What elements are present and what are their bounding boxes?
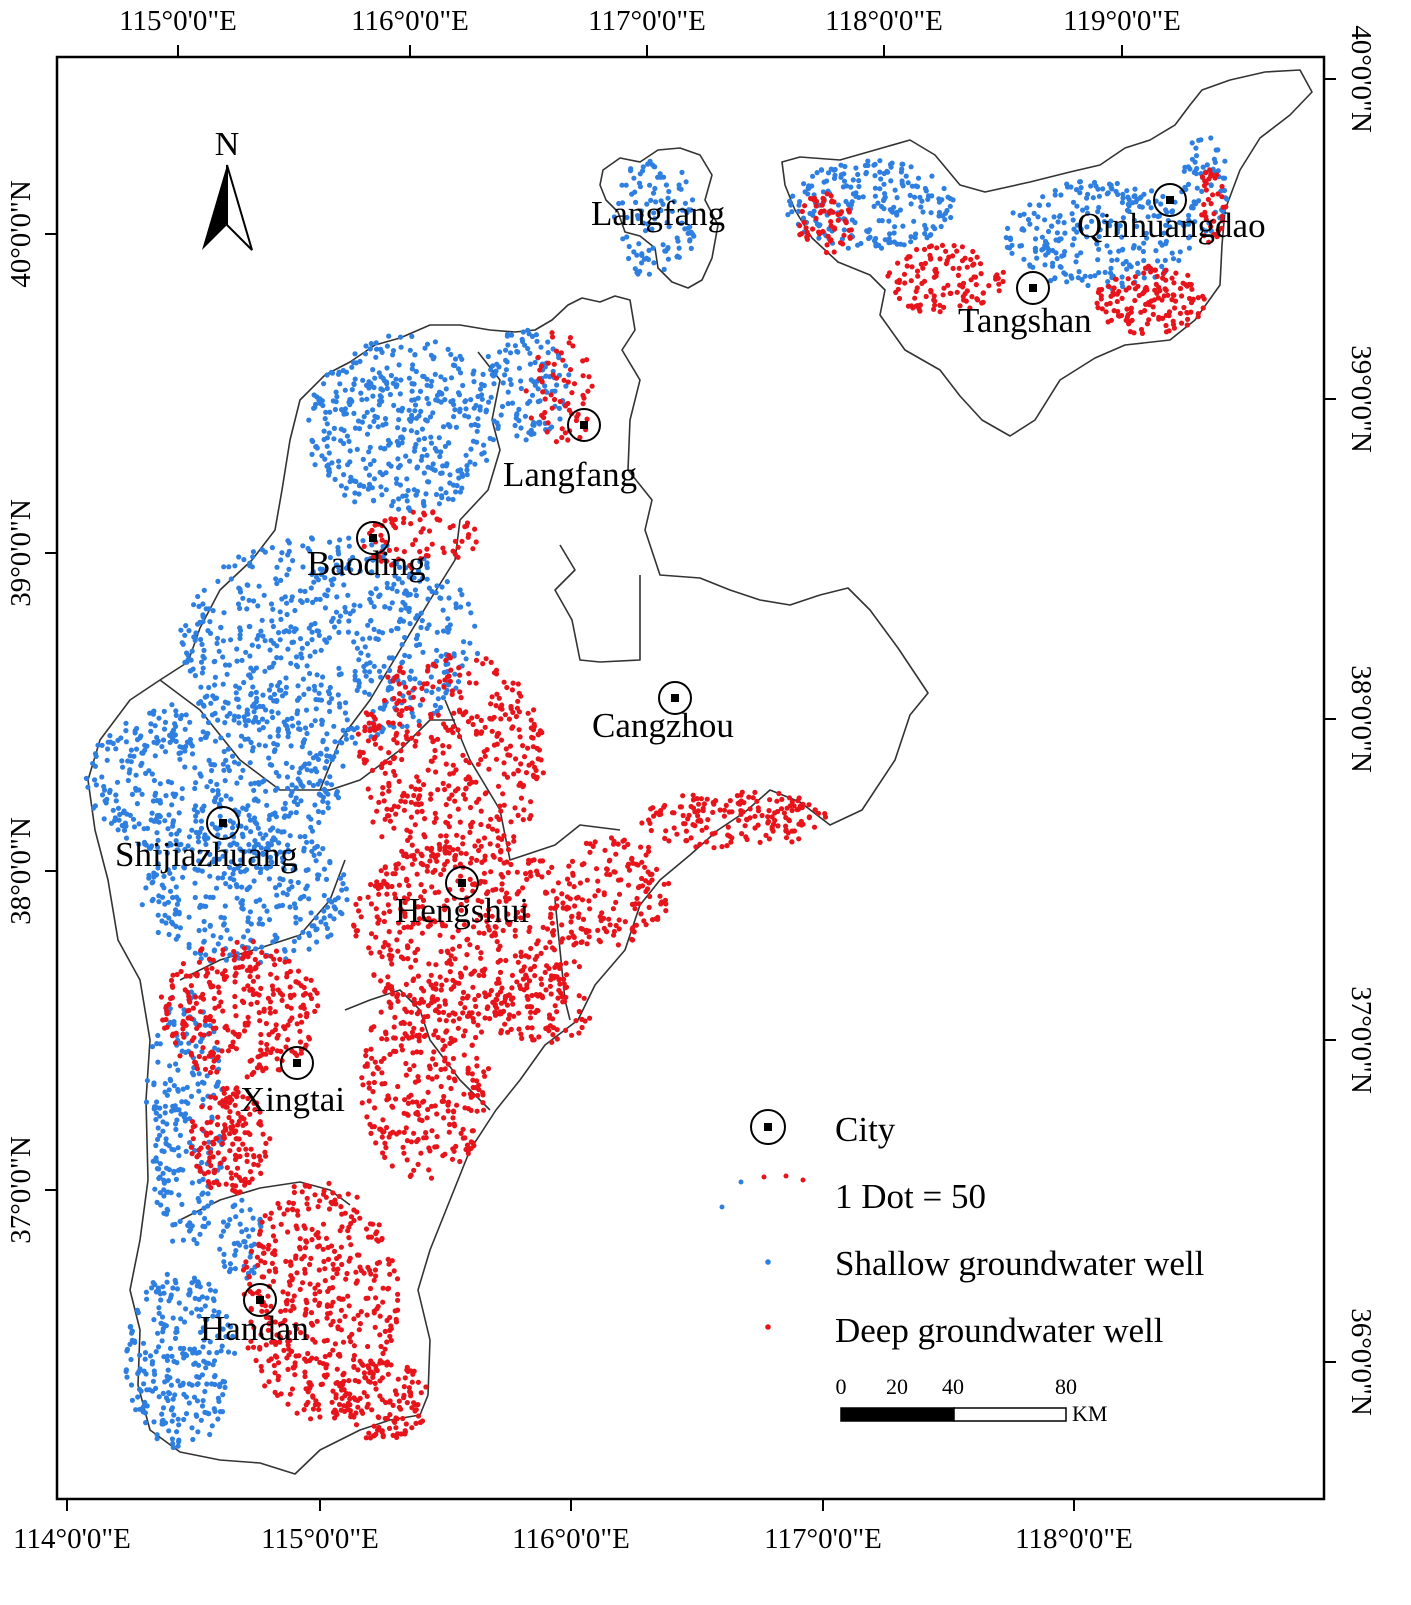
- legend-city-label: City: [835, 1110, 896, 1149]
- city-label-cangzhou: Cangzhou: [592, 706, 734, 745]
- top-lon-label-115: 115°0'0"E: [119, 5, 237, 37]
- north-arrow: N: [202, 126, 252, 250]
- right-lat-label-40: 40°0'0"N: [1345, 25, 1377, 133]
- city-label-xingtai: Xingtai: [240, 1080, 345, 1119]
- legend-city-symbol: [751, 1110, 785, 1144]
- marker-langfang: [568, 409, 600, 441]
- right-lat-label-38: 38°0'0"N: [1345, 665, 1377, 773]
- left-lat-label-39: 39°0'0"N: [5, 499, 37, 607]
- bottom-lon-label-114: 114°0'0"E: [13, 1523, 131, 1555]
- north-arrow-label: N: [215, 126, 240, 163]
- scale-segment-black: [841, 1408, 954, 1421]
- legend: City 1 Dot = 50 Shallow groundwater well…: [720, 1110, 1205, 1350]
- left-lat-label-38: 38°0'0"N: [5, 817, 37, 925]
- scale-tick-80: 80: [1055, 1374, 1077, 1399]
- city-label-qinhuangdao: Qinhuangdao: [1077, 206, 1266, 245]
- legend-dot-label: 1 Dot = 50: [835, 1177, 986, 1216]
- top-longitude-labels: 115°0'0"E 116°0'0"E 117°0'0"E 118°0'0"E …: [119, 5, 1181, 37]
- left-lat-label-37: 37°0'0"N: [5, 1136, 37, 1244]
- right-latitude-labels: 40°0'0"N 39°0'0"N 38°0'0"N 37°0'0"N 36°0…: [1345, 25, 1377, 1416]
- scale-segment-white: [954, 1408, 1066, 1421]
- legend-deep-symbol: [765, 1324, 771, 1330]
- left-latitude-labels: 40°0'0"N 39°0'0"N 38°0'0"N 37°0'0"N: [5, 180, 37, 1244]
- bottom-lon-label-116: 116°0'0"E: [512, 1523, 630, 1555]
- right-lat-label-37: 37°0'0"N: [1345, 986, 1377, 1094]
- city-label-hengshui: Hengshui: [395, 891, 529, 930]
- top-lon-label-117: 117°0'0"E: [588, 5, 706, 37]
- scale-bar: 0 20 40 80 KM: [836, 1374, 1108, 1426]
- bottom-lon-label-115: 115°0'0"E: [261, 1523, 379, 1555]
- top-lon-label-118: 118°0'0"E: [825, 5, 943, 37]
- boundary-internal-2: [555, 545, 640, 662]
- city-label-langfang-north: Langfang: [591, 194, 725, 233]
- marker-tangshan: [1017, 272, 1049, 304]
- city-label-baoding: Baoding: [307, 544, 426, 583]
- city-label-tangshan: Tangshan: [958, 301, 1092, 340]
- scale-tick-0: 0: [836, 1374, 847, 1399]
- top-lon-label-119: 119°0'0"E: [1063, 5, 1181, 37]
- bottom-longitude-labels: 114°0'0"E 115°0'0"E 116°0'0"E 117°0'0"E …: [13, 1523, 1133, 1555]
- north-arrow-right-half: [227, 165, 252, 250]
- right-lat-label-39: 39°0'0"N: [1345, 345, 1377, 453]
- bottom-lon-label-118: 118°0'0"E: [1015, 1523, 1133, 1555]
- legend-shallow-label: Shallow groundwater well: [835, 1244, 1205, 1283]
- top-lon-label-116: 116°0'0"E: [351, 5, 469, 37]
- scale-tick-40: 40: [942, 1374, 964, 1399]
- left-lat-label-40: 40°0'0"N: [5, 180, 37, 288]
- city-label-langfang: Langfang: [503, 455, 637, 494]
- legend-dot-symbol: [720, 1174, 806, 1210]
- scale-tick-20: 20: [886, 1374, 908, 1399]
- scale-unit: KM: [1072, 1401, 1107, 1426]
- city-label-shijiazhuang: Shijiazhuang: [115, 835, 298, 874]
- north-arrow-left-half: [202, 165, 227, 250]
- right-lat-label-36: 36°0'0"N: [1345, 1308, 1377, 1416]
- city-label-handan: Handan: [200, 1309, 309, 1348]
- city-labels: Langfang Qinhuangdao Tangshan Langfang B…: [115, 194, 1266, 1348]
- bottom-lon-label-117: 117°0'0"E: [764, 1523, 882, 1555]
- legend-shallow-symbol: [765, 1259, 771, 1265]
- legend-deep-label: Deep groundwater well: [835, 1311, 1164, 1350]
